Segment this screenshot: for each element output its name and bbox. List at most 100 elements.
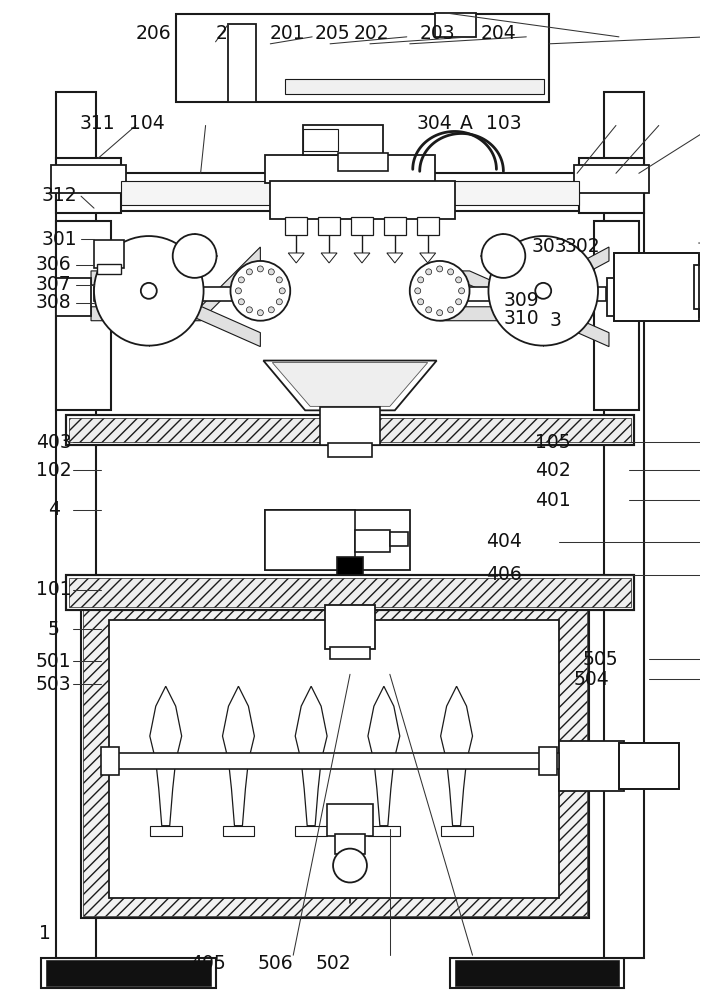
Circle shape [437, 310, 442, 316]
Bar [320, 407, 380, 445]
Circle shape [456, 277, 462, 283]
Text: 203: 203 [420, 24, 456, 43]
Bar [574, 165, 649, 193]
Bar [121, 181, 579, 205]
Bar [266, 510, 410, 570]
Polygon shape [374, 761, 394, 826]
Text: 3: 3 [549, 311, 561, 330]
Bar [66, 415, 634, 445]
Bar [109, 620, 559, 898]
Circle shape [482, 234, 525, 278]
Text: 405: 405 [190, 954, 226, 973]
Polygon shape [150, 686, 182, 761]
Bar [81, 600, 589, 918]
Bar [56, 221, 111, 410]
Polygon shape [420, 253, 435, 263]
Polygon shape [354, 253, 370, 263]
Polygon shape [295, 826, 327, 836]
Bar [437, 287, 606, 301]
Text: 4: 4 [48, 500, 60, 519]
Bar [186, 247, 203, 265]
Polygon shape [222, 686, 254, 761]
Circle shape [458, 288, 465, 294]
Bar [337, 557, 363, 575]
Bar [304, 125, 383, 155]
Bar [69, 418, 631, 442]
Bar [604, 92, 644, 958]
Bar [176, 14, 549, 102]
Bar [304, 129, 338, 151]
Circle shape [489, 236, 598, 346]
Text: 103: 103 [486, 114, 522, 133]
Bar [101, 747, 119, 775]
Bar [46, 960, 210, 986]
Polygon shape [272, 363, 428, 406]
Circle shape [141, 283, 157, 299]
Text: 101: 101 [36, 580, 72, 599]
Polygon shape [295, 686, 327, 761]
Text: 310: 310 [504, 309, 539, 328]
Circle shape [536, 283, 551, 299]
Bar [51, 165, 126, 193]
Text: 312: 312 [41, 186, 77, 205]
Circle shape [279, 288, 285, 294]
Polygon shape [440, 271, 609, 347]
Polygon shape [222, 826, 254, 836]
Polygon shape [441, 826, 472, 836]
Bar [66, 575, 634, 610]
Text: 301: 301 [41, 230, 77, 249]
Bar [614, 253, 699, 321]
Text: 401: 401 [535, 490, 571, 510]
Text: 105: 105 [535, 433, 571, 452]
Bar [454, 960, 619, 986]
Text: 506: 506 [258, 954, 294, 973]
Circle shape [238, 277, 245, 283]
Circle shape [437, 266, 442, 272]
Text: 404: 404 [486, 532, 522, 551]
Bar [66, 173, 634, 211]
Text: 5: 5 [48, 620, 60, 639]
Polygon shape [447, 761, 467, 826]
Bar [579, 158, 644, 213]
Bar [285, 79, 544, 94]
Polygon shape [440, 247, 609, 321]
Circle shape [426, 307, 432, 313]
Text: 205: 205 [315, 24, 350, 43]
Text: 311: 311 [80, 114, 116, 133]
Text: 308: 308 [36, 293, 72, 312]
Text: 402: 402 [535, 461, 571, 480]
Bar [328, 443, 372, 457]
Bar [41, 958, 215, 988]
Bar [69, 578, 631, 607]
Circle shape [276, 299, 283, 305]
Text: 304: 304 [416, 114, 452, 133]
Circle shape [426, 269, 432, 275]
Circle shape [448, 269, 454, 275]
Bar [559, 741, 624, 791]
Polygon shape [264, 361, 437, 410]
Bar [83, 602, 587, 916]
Text: 306: 306 [36, 255, 72, 274]
Bar [266, 155, 435, 183]
Text: 503: 503 [36, 675, 72, 694]
Text: 309: 309 [504, 291, 539, 310]
Bar [56, 278, 91, 316]
Text: 1: 1 [39, 924, 51, 943]
Polygon shape [368, 826, 400, 836]
Polygon shape [150, 826, 182, 836]
Bar [355, 530, 390, 552]
Circle shape [448, 307, 454, 313]
Bar [285, 217, 307, 235]
Polygon shape [441, 686, 472, 761]
Bar [607, 278, 639, 316]
Bar [338, 153, 388, 171]
Circle shape [257, 310, 264, 316]
Text: 501: 501 [36, 652, 72, 671]
Bar [416, 217, 439, 235]
Polygon shape [91, 247, 260, 321]
Bar [384, 217, 406, 235]
Text: 403: 403 [36, 433, 72, 452]
Bar [109, 753, 559, 769]
Polygon shape [91, 271, 260, 347]
Bar [693, 265, 701, 309]
